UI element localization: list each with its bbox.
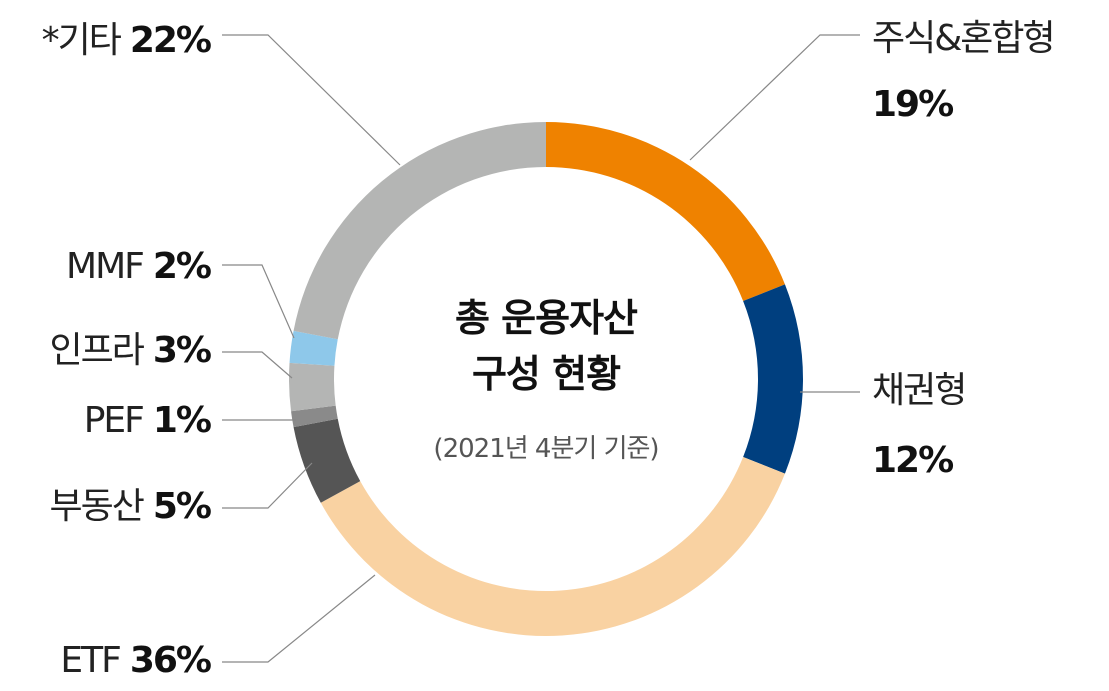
chart-title: 총 운용자산 구성 현황: [454, 296, 638, 396]
value-label: 2%: [153, 246, 211, 287]
donut-segment: [288, 362, 336, 412]
slice-label: MMF 2%: [66, 246, 211, 287]
donut-segment: [743, 284, 804, 474]
category-label: 부동산: [50, 486, 144, 527]
category-label: PEF: [84, 400, 143, 441]
donut-segment: [289, 330, 338, 366]
category-label: ETF: [60, 640, 120, 681]
category-label: *기타: [42, 20, 122, 61]
category-label: 채권형: [872, 370, 965, 411]
donut-segment: [293, 122, 546, 340]
donut-segment: [291, 405, 338, 428]
value-label: 36%: [130, 640, 211, 681]
slice-label: ETF 36%: [60, 640, 211, 681]
value-label: 5%: [153, 486, 211, 527]
donut-segment: [546, 122, 785, 301]
donut-segment: [293, 418, 361, 503]
chart-subtitle: (2021년 4분기 기준): [433, 434, 659, 464]
donut-segment: [320, 457, 785, 636]
category-label: 인프라: [50, 330, 145, 371]
slice-label: 인프라 3%: [50, 330, 211, 371]
value-label: 22%: [130, 20, 211, 61]
leader-line: [222, 264, 295, 339]
value-label: 3%: [153, 330, 211, 371]
leader-line: [222, 574, 376, 663]
category-label: 주식&혼합형: [872, 18, 1054, 59]
slice-label: *기타 22%: [42, 20, 211, 61]
leader-line: [689, 34, 860, 161]
category-label: MMF: [66, 246, 143, 287]
value-label: 19%: [872, 84, 953, 125]
leader-line: [222, 462, 313, 509]
slice-label: 부동산 5%: [50, 486, 211, 527]
value-label: 12%: [872, 440, 953, 481]
value-label: 1%: [153, 400, 211, 441]
slice-label: PEF 1%: [84, 400, 211, 441]
leader-line: [222, 34, 401, 166]
leader-line: [222, 351, 293, 379]
